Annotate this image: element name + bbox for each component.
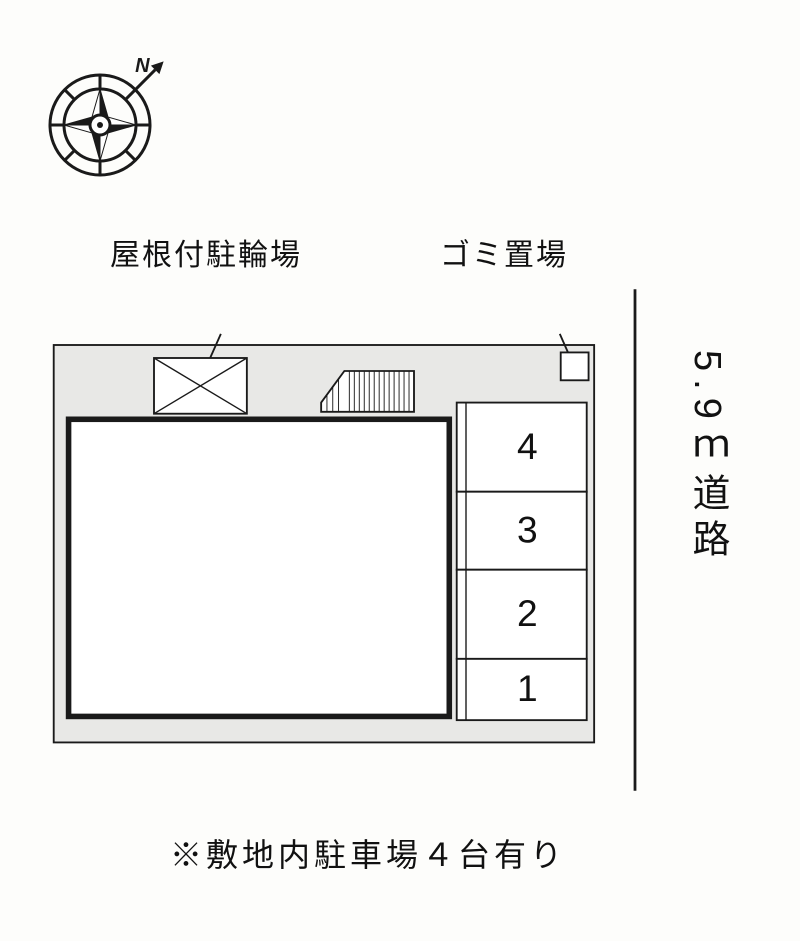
svg-text:4: 4 [517, 425, 538, 467]
footnote-label: ※敷地内駐車場４台有り [170, 830, 566, 876]
svg-text:3: 3 [517, 508, 538, 550]
trash-area-label: ゴミ置場 [440, 230, 568, 274]
bike-parking-label: 屋根付駐輪場 [110, 230, 302, 274]
svg-text:1: 1 [517, 667, 538, 709]
compass-icon: N [30, 20, 190, 190]
site-plan-diagram: 4 3 2 1 [18, 280, 758, 800]
svg-text:2: 2 [517, 592, 538, 634]
svg-text:N: N [135, 55, 150, 77]
